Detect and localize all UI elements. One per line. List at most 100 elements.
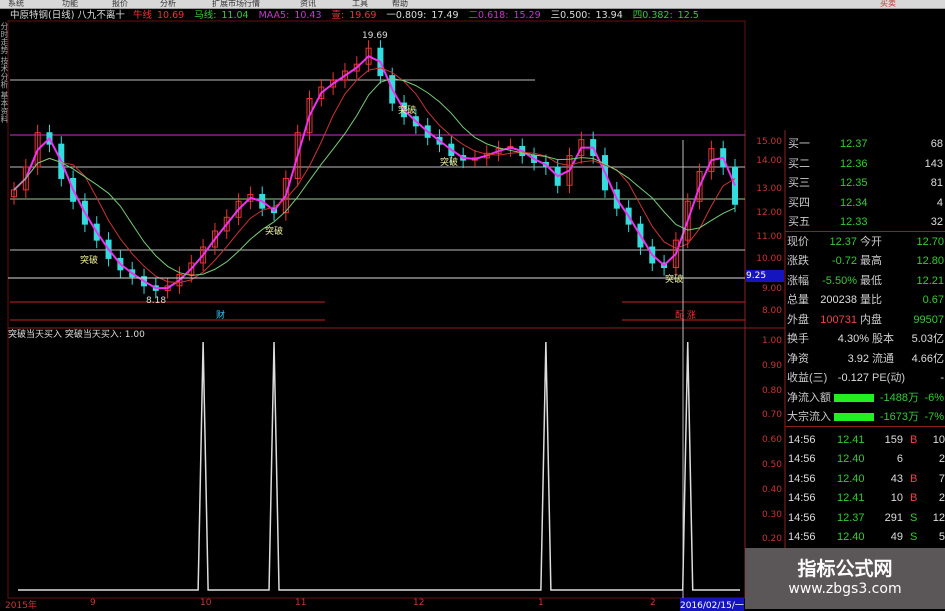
fund-value: - xyxy=(940,372,944,384)
marker-pei-zhang: 配 涨 xyxy=(675,311,696,321)
indicator-axis-label: 0.30 xyxy=(761,509,782,520)
menu-item[interactable]: 工具 xyxy=(352,0,368,8)
stat-row: 涨幅 -5.50% 最低 12.21 xyxy=(785,272,945,290)
fund-label: 流通 xyxy=(872,352,894,365)
tick-side: B xyxy=(910,433,918,446)
tick-time: 14:56 xyxy=(788,511,816,524)
stat-row: 涨跌 -0.72 最高 12.80 xyxy=(785,252,945,270)
indicator-value: 10.43 xyxy=(294,10,322,21)
tick-volume: 43 xyxy=(890,472,903,485)
tick-time: 14:56 xyxy=(788,453,816,465)
fund-row: 净资 3.92 流通 4.66亿 xyxy=(785,350,945,368)
candle xyxy=(330,79,337,88)
bid-price: 12.35 xyxy=(840,177,868,189)
title-indicator: 四0.382: 12.5 xyxy=(633,10,704,21)
watermark-url: www.zbgs3.com xyxy=(788,581,902,597)
price-axis-label: 13.00 xyxy=(756,184,782,194)
tick-price: 12.37 xyxy=(837,511,865,524)
title-indicator: MAA5: 10.43 xyxy=(259,10,327,21)
stat-label: 量比 xyxy=(860,294,882,306)
menu-item-right[interactable]: 买卖 xyxy=(880,0,896,8)
signal-label: 突破 xyxy=(398,106,417,116)
bid-row: 买五 12.33 32 xyxy=(785,213,945,231)
bid-price: 12.37 xyxy=(840,138,868,150)
tick-count: 12 xyxy=(932,511,945,524)
stat-label: 内盘 xyxy=(860,313,882,326)
fund-value: -0.127 xyxy=(837,372,869,384)
tick-volume: 10 xyxy=(890,492,903,504)
indicator-axis-label: 0.70 xyxy=(761,410,782,421)
indicator-axis-label: 0.80 xyxy=(761,385,782,396)
stat-row: 外盘 100731 内盘 99507 xyxy=(785,311,945,329)
cursor-date-label: 2016/02/15/一 xyxy=(680,598,744,611)
moving-average-line xyxy=(13,77,736,277)
tick-row: 14:56 12.40 49 S 5 xyxy=(785,528,945,546)
bid-volume: 143 xyxy=(924,157,943,170)
candle xyxy=(341,70,348,81)
price-axis-label: 9.00 xyxy=(761,284,782,294)
candle xyxy=(566,155,573,186)
indicator-value: 19.69 xyxy=(349,10,377,21)
fund-value: 5.03亿 xyxy=(911,333,944,345)
price-axis-label: 10.00 xyxy=(756,254,782,264)
indicator-title: 突破当天买入 突破当天买入: 1.00 xyxy=(8,330,145,340)
indicator-value: 11.04 xyxy=(221,10,249,21)
tick-volume: 159 xyxy=(884,433,903,446)
flow-percent: -7% xyxy=(924,411,944,423)
stat-value: 100731 xyxy=(820,313,857,326)
tick-price: 12.41 xyxy=(837,433,865,446)
menu-item[interactable]: 分析 xyxy=(160,0,176,8)
indicator-label: 二0.618: xyxy=(468,10,509,21)
tick-row: 14:56 12.40 43 B 7 xyxy=(785,470,945,488)
stat-row: 现价 12.37 今开 12.70 xyxy=(785,233,945,251)
indicator-axis-label: 0.90 xyxy=(761,360,782,371)
side-tabs[interactable]: 分时走势 技术分析 基本资料 xyxy=(0,22,9,124)
indicator-label: 一0.809: xyxy=(386,10,427,21)
candle xyxy=(34,132,41,168)
date-axis-label: 2015年 xyxy=(5,601,37,611)
stat-label: 现价 xyxy=(787,235,809,248)
price-axis-label: 12.00 xyxy=(756,208,782,218)
indicator-label: 马线: xyxy=(194,10,217,21)
fund-value: 3.92 xyxy=(847,352,869,365)
signal-label: 突破 xyxy=(80,256,99,266)
indicator-label: 壹: xyxy=(331,10,345,21)
menu-item[interactable]: 报价 xyxy=(112,0,128,8)
flow-row: 净流入额 -1488万 -6% xyxy=(785,389,945,407)
price-axis-label: 14.00 xyxy=(756,156,782,166)
candle xyxy=(353,63,360,72)
bid-price: 12.36 xyxy=(840,157,868,170)
menu-item[interactable]: 扩展市场行情 xyxy=(212,0,260,8)
menu-item[interactable]: 系统 xyxy=(8,0,24,8)
menu-item[interactable]: 功能 xyxy=(62,0,78,8)
menu-item[interactable]: 资讯 xyxy=(300,0,316,8)
candle xyxy=(176,273,183,287)
date-axis-label: 1 xyxy=(538,598,544,608)
tick-side: S xyxy=(910,511,918,524)
stat-value: 99507 xyxy=(913,313,944,326)
flow-percent: -6% xyxy=(924,391,944,404)
stat-label: 总量 xyxy=(787,294,809,306)
indicator-axis-label: 0.20 xyxy=(761,534,782,545)
bid-row: 买四 12.34 4 xyxy=(785,194,945,212)
tick-row: 14:56 12.37 291 S 12 xyxy=(785,509,945,527)
flow-value: -1673万 xyxy=(879,411,919,423)
candle xyxy=(200,246,207,264)
candle xyxy=(22,166,29,191)
flow-label: 净流入额 xyxy=(787,391,831,404)
stat-value: -0.72 xyxy=(831,255,857,267)
indicator-value: 10.69 xyxy=(156,10,185,21)
breakout-signal-line xyxy=(18,341,740,591)
divider xyxy=(785,425,945,427)
date-axis-label: 2 xyxy=(650,598,656,608)
tick-row: 14:56 12.40 6 2 xyxy=(785,450,945,468)
candle xyxy=(365,47,372,65)
candle xyxy=(684,200,691,241)
fund-label: 收益(三) xyxy=(787,372,828,384)
bid-price: 12.33 xyxy=(840,216,868,228)
title-indicator: 壹: 19.69 xyxy=(332,10,382,21)
signal-label: 突破 xyxy=(665,275,684,285)
menu-item[interactable]: 帮助 xyxy=(392,0,408,8)
title-indicator: 二0.618: 15.29 xyxy=(469,10,546,21)
